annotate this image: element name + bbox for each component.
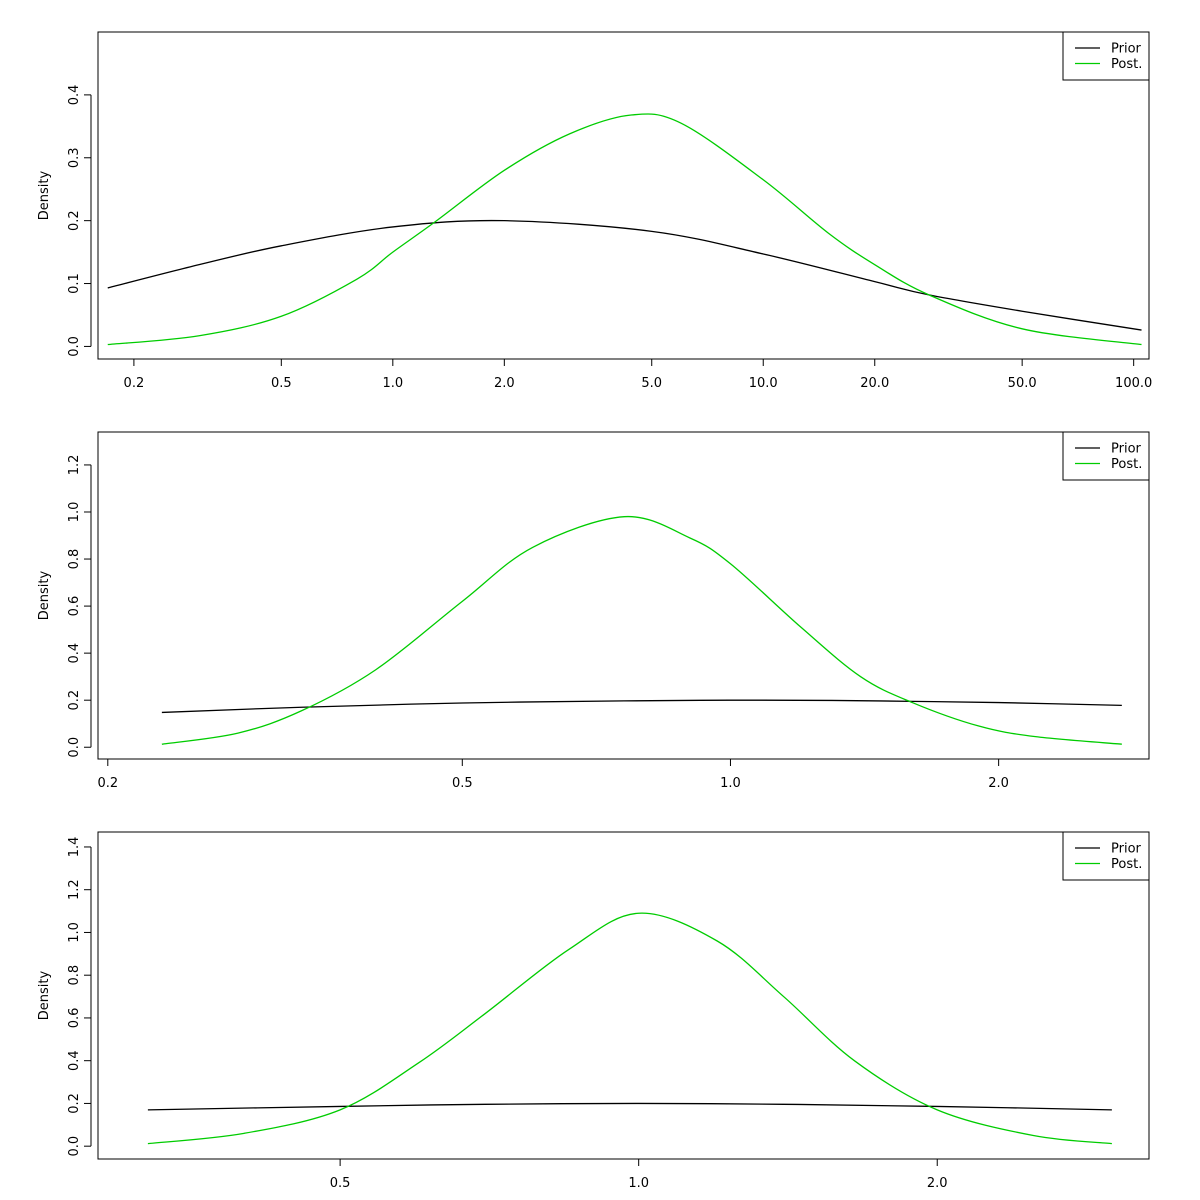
y-tick-label: 1.0 bbox=[67, 502, 82, 523]
y-tick-label: 1.4 bbox=[67, 837, 82, 858]
legend-box bbox=[1062, 31, 1150, 81]
y-tick-label: 0.2 bbox=[67, 1093, 82, 1114]
y-tick-label: 0.0 bbox=[67, 336, 82, 357]
y-tick-label: 0.1 bbox=[67, 273, 82, 294]
legend-label: Post. bbox=[1111, 857, 1142, 872]
x-tick-label: 1.0 bbox=[720, 776, 741, 791]
x-tick-label: 0.2 bbox=[124, 376, 145, 391]
chart-panel-1: 0.2 0.5 1.0 2.0 5.0 10.0 20.0 50.0 100.0 0.0 0.1 0.… bbox=[37, 31, 1152, 391]
chart-panel-3: 0.5 1.0 2.0 0.0 0.2 0.4 0.6 0.8 1.0 1.2 1.4 Density… bbox=[37, 831, 1150, 1191]
x-tick-label: 5.0 bbox=[641, 376, 662, 391]
legend-label: Post. bbox=[1111, 457, 1142, 472]
y-tick-label: 0.0 bbox=[67, 1136, 82, 1157]
x-tick-label: 20.0 bbox=[860, 376, 889, 391]
x-tick-label: 2.0 bbox=[494, 376, 515, 391]
y-tick-label: 0.3 bbox=[67, 147, 82, 168]
y-tick-label: 0.4 bbox=[67, 1050, 82, 1071]
legend-label: Prior bbox=[1111, 442, 1142, 457]
x-tick-label: 100.0 bbox=[1115, 376, 1152, 391]
y-tick-label: 0.6 bbox=[67, 596, 82, 617]
y-tick-label: 0.8 bbox=[67, 965, 82, 986]
legend-box bbox=[1062, 431, 1150, 481]
x-tick-label: 50.0 bbox=[1008, 376, 1037, 391]
y-axis-title: Density bbox=[37, 970, 52, 1020]
legend-label: Post. bbox=[1111, 57, 1142, 72]
series-line-post bbox=[161, 516, 1122, 745]
y-tick-label: 0.8 bbox=[67, 549, 82, 570]
x-tick-label: 2.0 bbox=[927, 1176, 948, 1191]
series-line-post bbox=[147, 912, 1112, 1145]
plot-frame bbox=[97, 831, 1150, 1160]
y-tick-label: 0.6 bbox=[67, 1008, 82, 1029]
x-tick-label: 0.5 bbox=[271, 376, 292, 391]
x-tick-label: 0.5 bbox=[452, 776, 473, 791]
series-line-prior bbox=[107, 219, 1142, 331]
legend-label: Prior bbox=[1111, 42, 1142, 57]
x-tick-label: 0.2 bbox=[97, 776, 118, 791]
series-line-prior bbox=[147, 1102, 1112, 1111]
x-tick-label: 2.0 bbox=[988, 776, 1009, 791]
series-line-prior bbox=[161, 699, 1122, 714]
plot-frame bbox=[97, 31, 1150, 360]
y-tick-label: 1.0 bbox=[67, 922, 82, 943]
plot-frame bbox=[97, 431, 1150, 760]
y-axis-title: Density bbox=[37, 170, 52, 220]
y-tick-label: 0.4 bbox=[67, 85, 82, 106]
y-tick-label: 1.2 bbox=[67, 455, 82, 476]
y-tick-label: 0.0 bbox=[67, 737, 82, 758]
y-tick-label: 0.2 bbox=[67, 690, 82, 711]
chart-panel-2: 0.2 0.5 1.0 2.0 0.0 0.2 0.4 0.6 0.8 1.0 1.2 Density… bbox=[37, 431, 1150, 791]
x-tick-label: 1.0 bbox=[628, 1176, 649, 1191]
y-axis-title: Density bbox=[37, 570, 52, 620]
y-tick-label: 1.2 bbox=[67, 879, 82, 900]
y-tick-label: 0.4 bbox=[67, 643, 82, 664]
series-line-post bbox=[107, 113, 1142, 346]
x-tick-label: 0.5 bbox=[330, 1176, 351, 1191]
x-tick-label: 10.0 bbox=[749, 376, 778, 391]
legend-box bbox=[1062, 831, 1150, 881]
y-tick-label: 0.2 bbox=[67, 210, 82, 231]
x-tick-label: 1.0 bbox=[382, 376, 403, 391]
legend-label: Prior bbox=[1111, 842, 1142, 857]
